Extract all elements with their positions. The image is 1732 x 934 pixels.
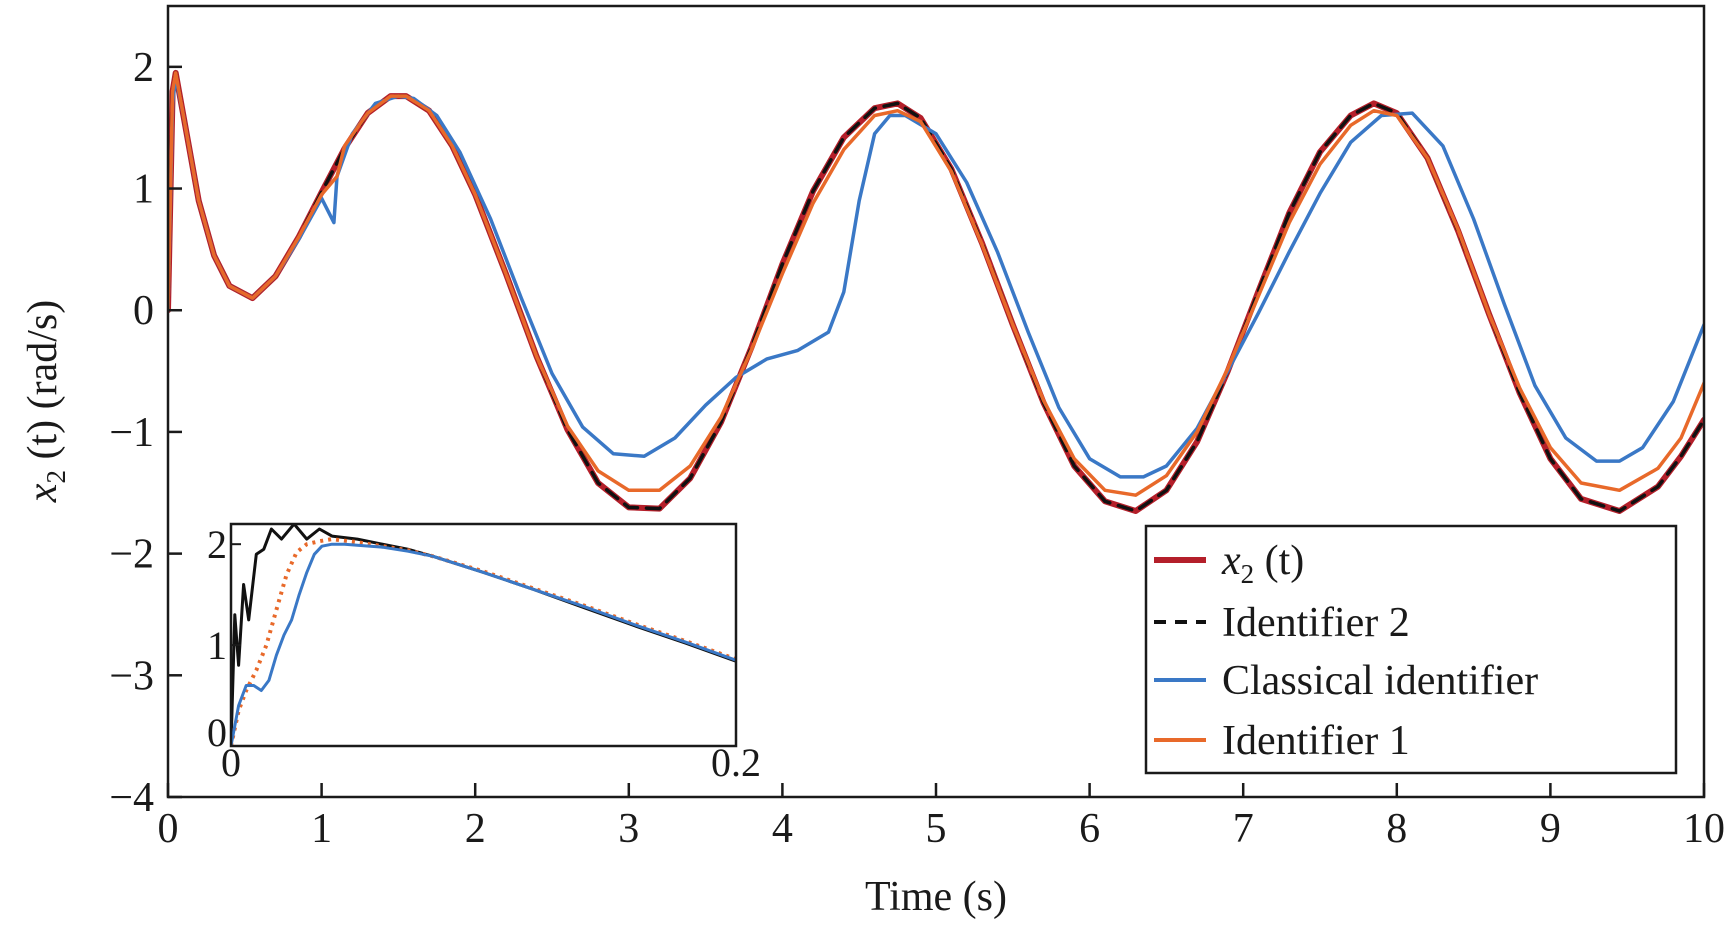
legend-label-identifier-1: Identifier 1 bbox=[1222, 718, 1410, 764]
inset-background bbox=[231, 524, 736, 746]
x-tick-label: 3 bbox=[618, 806, 639, 852]
inset-zoom-plot: 0 1 2 0 0.2 bbox=[207, 522, 761, 785]
inset-y-tick-label: 2 bbox=[207, 522, 227, 567]
inset-x-tick-label: 0.2 bbox=[711, 740, 761, 785]
legend-label-x2: x2 (t) bbox=[1221, 538, 1304, 589]
y-tick-label: 1 bbox=[133, 167, 154, 213]
y-tick-label: −3 bbox=[109, 653, 154, 699]
legend-label-identifier-2: Identifier 2 bbox=[1222, 600, 1410, 646]
x-tick-label: 9 bbox=[1540, 806, 1561, 852]
legend-label-x2-rest: (t) bbox=[1254, 538, 1304, 584]
y-axis-title: x2 (t) (rad/s) bbox=[20, 300, 71, 503]
inset-axis-ticks: 0 1 2 0 0.2 bbox=[207, 522, 761, 785]
x-tick-label: 7 bbox=[1233, 806, 1254, 852]
y-tick-label: 2 bbox=[133, 45, 154, 91]
x-tick-label: 5 bbox=[926, 806, 947, 852]
inset-x-tick-label: 0 bbox=[221, 740, 241, 785]
inset-plot-lines bbox=[231, 524, 736, 746]
inset-series-line-2 bbox=[231, 542, 736, 746]
y-tick-label: −1 bbox=[109, 410, 154, 456]
series-line-x2-t bbox=[168, 69, 1704, 514]
x-tick-label: 0 bbox=[158, 806, 179, 852]
series-line-identifier-1 bbox=[168, 71, 1704, 497]
y-axis-title-var: x bbox=[20, 483, 66, 503]
legend-entry-classical-identifier: Classical identifier bbox=[1154, 658, 1538, 704]
legend: x2 (t) Identifier 2 Classical identifier… bbox=[1144, 524, 1678, 775]
main-plot-lines bbox=[168, 69, 1704, 514]
inset-y-tick-label: 1 bbox=[207, 623, 227, 668]
inset-y-tick-label: 0 bbox=[207, 710, 227, 755]
y-tick-label: −2 bbox=[109, 532, 154, 578]
x-tick-label: 8 bbox=[1386, 806, 1407, 852]
y-tick-label: −4 bbox=[109, 775, 154, 821]
y-tick-label: 0 bbox=[133, 288, 154, 334]
x-tick-label: 10 bbox=[1683, 806, 1725, 852]
x-tick-label: 2 bbox=[465, 806, 486, 852]
legend-entry-x2: x2 (t) bbox=[1154, 538, 1304, 589]
x-tick-label: 6 bbox=[1079, 806, 1100, 852]
x-axis-title: Time (s) bbox=[865, 874, 1007, 920]
y-axis-title-rest: (t) (rad/s) bbox=[20, 300, 66, 470]
x-tick-label: 1 bbox=[311, 806, 332, 852]
series-line-classical-identifier bbox=[168, 74, 1704, 479]
legend-entry-identifier-1: Identifier 1 bbox=[1154, 718, 1410, 764]
y-axis-title-sub: 2 bbox=[41, 470, 71, 484]
x-tick-label: 4 bbox=[772, 806, 793, 852]
legend-label-x2-var: x bbox=[1221, 538, 1241, 584]
legend-entry-identifier-2: Identifier 2 bbox=[1154, 600, 1410, 646]
legend-label-classical-identifier: Classical identifier bbox=[1222, 658, 1538, 704]
inset-frame bbox=[229, 522, 738, 748]
legend-frame bbox=[1144, 524, 1678, 775]
legend-label-x2-sub: 2 bbox=[1241, 559, 1255, 589]
